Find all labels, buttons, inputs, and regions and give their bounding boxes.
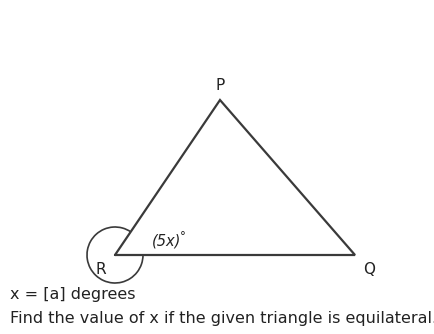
Text: °: °: [180, 230, 186, 243]
Text: P: P: [215, 78, 225, 94]
Text: Q: Q: [363, 262, 375, 277]
Text: x = [a] degrees: x = [a] degrees: [10, 288, 135, 303]
Text: Find the value of x if the given triangle is equilateral.: Find the value of x if the given triangl…: [10, 311, 434, 326]
Text: R: R: [95, 262, 106, 277]
Text: (5x): (5x): [152, 233, 181, 248]
